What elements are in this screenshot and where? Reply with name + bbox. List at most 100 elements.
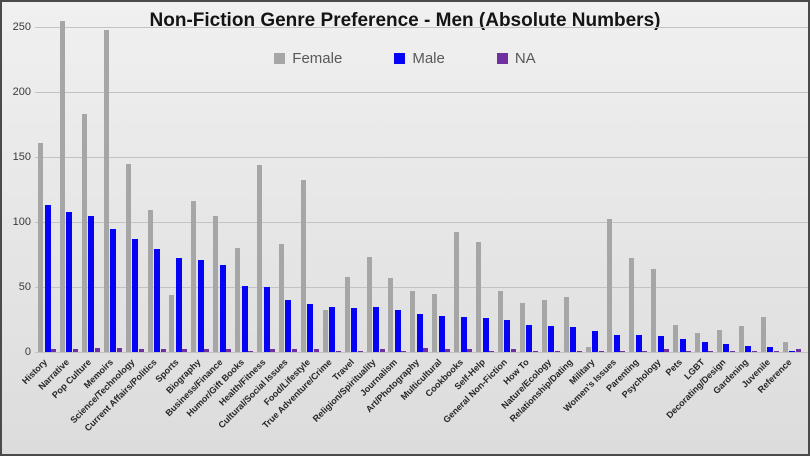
bar-na [270, 349, 275, 352]
legend-label-male: Male [412, 50, 445, 67]
bar-female [59, 20, 65, 352]
bar-female [300, 180, 306, 352]
bar-na [94, 348, 100, 352]
bar-female [366, 257, 372, 352]
bar-na [401, 350, 407, 352]
bar-female [278, 244, 284, 352]
male-series-swatch-icon [394, 53, 406, 64]
bar-female [213, 215, 219, 352]
bar-male [438, 315, 445, 352]
bar-male [504, 319, 511, 352]
bar-female [81, 114, 87, 352]
bar-male [635, 335, 642, 352]
bar-na [729, 350, 735, 352]
bar-female [629, 258, 635, 352]
bar-male [592, 331, 598, 352]
bar-na [751, 350, 757, 352]
bar-male [679, 339, 686, 352]
chart-title: Non-Fiction Genre Preference - Men (Abso… [149, 10, 661, 31]
bar-female [432, 293, 438, 352]
gridline-50 [35, 287, 808, 288]
bar-female [716, 329, 722, 352]
bar-na [664, 349, 670, 352]
bar-na [160, 349, 166, 352]
legend-item-male: Male [394, 50, 445, 67]
bar-male [66, 211, 73, 352]
bar-female [388, 277, 394, 352]
bar-male [197, 259, 204, 352]
bar-male [285, 300, 292, 352]
bar-female [410, 290, 416, 352]
bar-female [673, 324, 679, 352]
bar-female [125, 163, 131, 352]
gridline-100 [35, 222, 808, 223]
bar-na [489, 350, 494, 352]
bar-male [154, 249, 160, 352]
bar-male [132, 238, 139, 352]
bar-na [620, 350, 626, 352]
bar-na [291, 349, 297, 352]
gridline-250 [35, 27, 808, 28]
bar-male [219, 264, 226, 352]
bar-female [497, 290, 503, 352]
bar-male [482, 318, 489, 352]
bar-female [541, 300, 547, 352]
bar-male [44, 205, 51, 352]
bar-male [373, 306, 379, 352]
bar-male [241, 285, 248, 352]
bar-na [313, 349, 319, 352]
bar-female [103, 29, 109, 352]
bar-female [651, 268, 657, 352]
bar-na [708, 350, 713, 352]
bar-female [563, 297, 569, 352]
y-tick-label-100: 100 [12, 216, 31, 228]
bar-na [642, 350, 648, 352]
bar-male [351, 307, 358, 352]
gridline-200 [35, 92, 808, 93]
bar-male [701, 341, 708, 352]
bar-na [248, 350, 254, 352]
legend-item-female: Female [274, 50, 342, 67]
bar-na [379, 349, 385, 352]
y-tick-label-50: 50 [18, 281, 31, 293]
bar-female [147, 210, 153, 352]
bar-male [175, 258, 182, 352]
bar-na [226, 349, 232, 352]
bar-male [329, 306, 336, 352]
y-tick-label-150: 150 [12, 151, 31, 163]
bar-na [554, 350, 560, 352]
bar-male [110, 228, 117, 352]
bar-male [745, 345, 752, 352]
bar-female [344, 276, 350, 352]
bar-male [613, 335, 620, 352]
legend-label-female: Female [292, 50, 343, 67]
bar-female [38, 142, 43, 352]
gridline-150 [35, 157, 808, 158]
bar-female [782, 341, 788, 352]
bar-na [576, 350, 582, 352]
bar-female [738, 326, 744, 352]
legend-item-na: NA [496, 50, 536, 67]
bar-male [657, 336, 664, 352]
y-tick-label-0: 0 [24, 346, 31, 358]
bar-na [773, 350, 779, 352]
bar-female [585, 346, 591, 352]
bar-na [335, 350, 341, 352]
bar-male [394, 310, 401, 352]
legend-label-na: NA [514, 50, 536, 67]
bar-male [723, 344, 730, 352]
bar-na [138, 349, 144, 352]
bar-male [526, 324, 533, 352]
bar-male [263, 287, 270, 352]
bar-na [532, 350, 538, 352]
bar-male [307, 303, 314, 352]
bar-na [795, 349, 801, 352]
bar-na [72, 349, 78, 352]
bar-male [460, 316, 467, 352]
bar-na [467, 349, 473, 352]
bar-na [116, 348, 122, 352]
bar-female [695, 332, 700, 352]
na-series-swatch-icon [496, 53, 508, 64]
bar-male [789, 350, 796, 352]
